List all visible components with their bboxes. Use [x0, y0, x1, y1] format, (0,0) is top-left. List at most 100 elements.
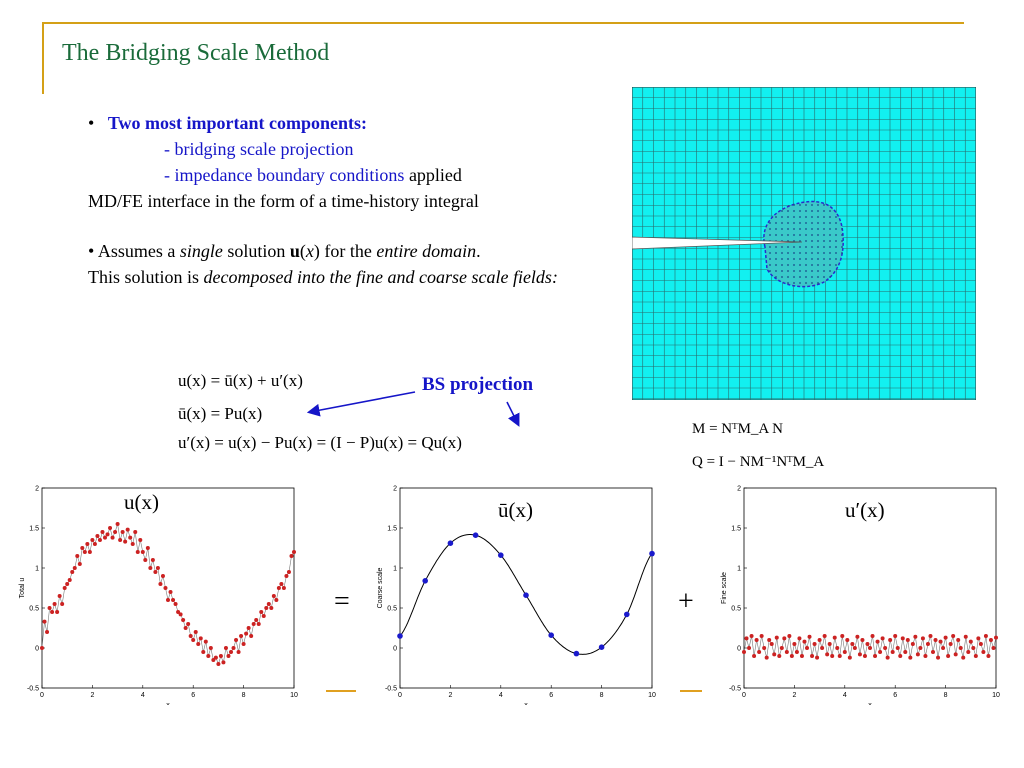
data-point [206, 654, 211, 658]
atom-dot [781, 216, 783, 218]
atom-dot [781, 270, 783, 272]
atom-dot [781, 258, 783, 260]
data-point [769, 642, 774, 646]
y-tick-label: -0.5 [385, 686, 397, 693]
text-frag: decomposed into the fine and coarse scal… [203, 267, 558, 287]
atom-dot [799, 204, 801, 206]
atom-dot [829, 252, 831, 254]
data-point [744, 636, 749, 641]
data-point [777, 654, 782, 658]
atom-dot [835, 252, 837, 254]
atom-dot [769, 264, 771, 266]
atom-dot [811, 246, 813, 248]
atom-dot [775, 276, 777, 278]
data-point [97, 538, 102, 542]
atom-dot [829, 216, 831, 218]
atom-dot [829, 258, 831, 260]
atom-dot [793, 228, 795, 230]
data-point [976, 636, 981, 641]
y-axis-label: Coarse scale [377, 567, 384, 608]
data-point [168, 590, 173, 594]
data-point [868, 646, 872, 650]
data-point [155, 566, 160, 570]
data-point [941, 646, 946, 650]
data-point [276, 586, 281, 590]
bullet-marker: • [88, 241, 95, 261]
atom-dot [811, 270, 813, 272]
data-point [85, 542, 90, 546]
data-point [279, 582, 284, 586]
data-point [241, 642, 246, 646]
data-point [203, 639, 208, 644]
atom-dot [817, 222, 819, 224]
data-point [188, 634, 193, 638]
data-point [832, 635, 837, 640]
atom-dot [793, 282, 795, 284]
atom-dot [811, 234, 813, 236]
data-point [883, 646, 888, 650]
data-point [105, 532, 110, 537]
atom-dot [835, 216, 837, 218]
data-point [135, 550, 140, 554]
data-point [910, 642, 915, 646]
plot-title-total: u(x) [124, 490, 159, 514]
x-tick-label: 2 [448, 692, 452, 699]
data-point [193, 630, 198, 634]
interface-line: MD/FE interface in the form of a time-hi… [88, 191, 479, 211]
atom-dot [769, 270, 771, 272]
data-point [878, 650, 883, 654]
data-point [573, 650, 580, 657]
data-point [860, 638, 865, 642]
data-point [928, 634, 933, 638]
data-point [226, 654, 231, 658]
equation-coarse: ū(x) = Pu(x) [178, 404, 263, 423]
bullet-assumes: • Assumes a single solution u(x) for the… [88, 238, 608, 290]
data-point [810, 654, 815, 658]
atom-dot [805, 204, 807, 206]
data-point [173, 602, 178, 606]
components-heading: Two most important components: [107, 113, 367, 133]
data-point [966, 650, 971, 654]
atom-dot [775, 222, 777, 224]
data-point [166, 598, 170, 602]
data-point [213, 655, 218, 660]
data-point [598, 644, 605, 650]
atom-dot [817, 210, 819, 212]
atom-dot [811, 210, 813, 212]
data-point [115, 522, 120, 526]
atom-dot [793, 264, 795, 266]
data-point [55, 610, 60, 614]
data-point [472, 532, 479, 538]
atom-dot [811, 252, 813, 254]
y-tick-label: 0 [737, 646, 741, 653]
data-point [923, 654, 928, 658]
text-frag: single [179, 241, 223, 261]
y-tick-label: 1.5 [387, 526, 397, 533]
data-point [75, 554, 80, 558]
plot-frame [399, 487, 653, 689]
atom-dot [787, 246, 789, 248]
y-axis-label: Fine scale [721, 572, 728, 604]
data-point [264, 606, 269, 610]
atom-dot [817, 204, 819, 206]
data-point [208, 646, 213, 650]
atom-dot [829, 228, 831, 230]
atom-dot [817, 228, 819, 230]
data-point [986, 654, 991, 658]
y-tick-label: 0 [35, 646, 39, 653]
data-point [236, 650, 241, 654]
atom-dot [829, 210, 831, 212]
data-point [143, 558, 148, 562]
atom-dot [811, 228, 813, 230]
data-point [943, 635, 948, 640]
data-point [933, 638, 938, 642]
data-point [42, 619, 47, 624]
atom-dot [817, 264, 819, 266]
text-frag: ( [299, 241, 306, 261]
atom-dot [835, 234, 837, 236]
data-point [57, 594, 62, 598]
data-point [548, 632, 554, 638]
data-point [862, 654, 867, 658]
atom-dot [835, 222, 837, 224]
y-tick-label: 1.5 [731, 526, 741, 533]
